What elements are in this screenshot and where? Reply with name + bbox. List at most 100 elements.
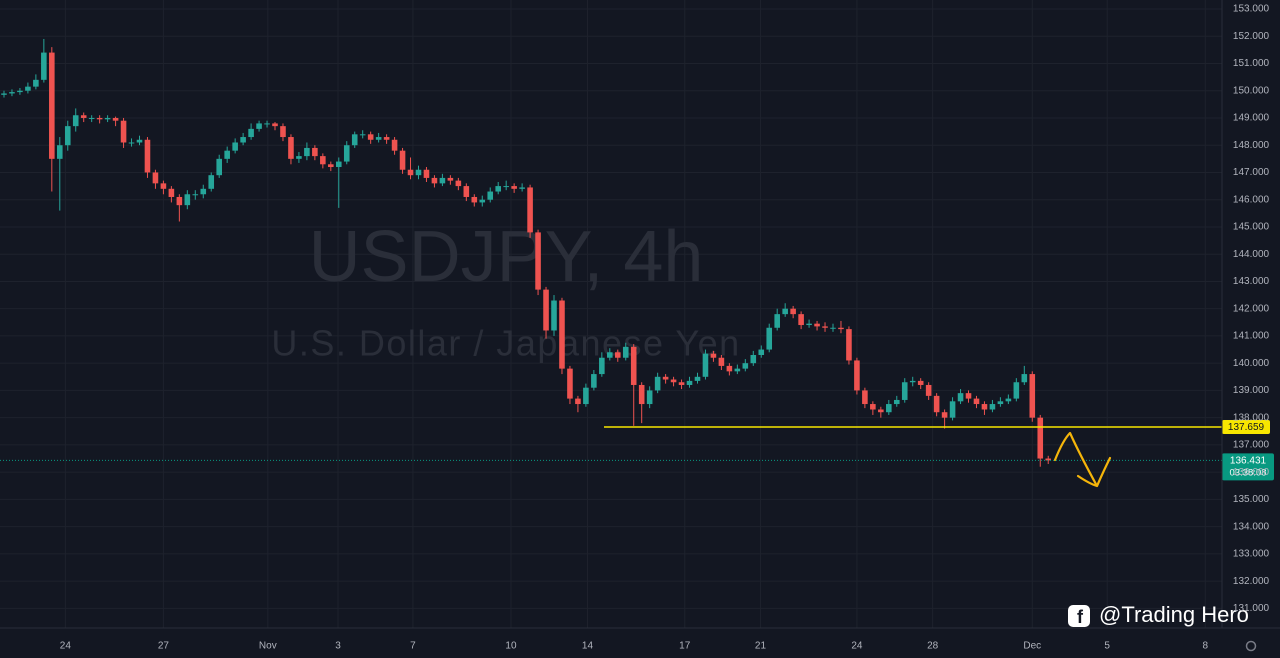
candle-body <box>941 412 948 418</box>
y-tick-label: 146.000 <box>1233 194 1270 205</box>
facebook-glyph: f <box>1077 607 1084 627</box>
candle-body <box>758 349 765 356</box>
candle-body <box>264 123 270 125</box>
candle-body <box>351 134 358 146</box>
candle-body <box>423 169 430 178</box>
y-tick-label: 140.000 <box>1233 358 1270 369</box>
candle-body <box>391 139 398 151</box>
y-tick-label: 135.000 <box>1233 494 1270 505</box>
y-tick-label: 131.000 <box>1233 603 1270 614</box>
candle-body <box>607 352 613 358</box>
candle-body <box>415 169 422 176</box>
candle-body <box>33 79 39 87</box>
candle-body <box>248 128 254 138</box>
candle-body <box>1013 382 1020 399</box>
last-price-box <box>1222 453 1274 481</box>
candle-body <box>455 180 462 187</box>
candle-body <box>56 145 63 159</box>
y-tick-label: 139.000 <box>1233 385 1270 396</box>
candle-body <box>567 368 573 399</box>
y-tick-label: 147.000 <box>1233 167 1270 178</box>
candle-body <box>359 134 366 136</box>
gear[interactable] <box>1245 640 1257 652</box>
candle-body <box>128 142 135 144</box>
candle-body <box>638 384 645 405</box>
candle-body <box>965 393 972 399</box>
y-tick-label: 137.000 <box>1233 440 1270 451</box>
candle-body <box>806 323 812 326</box>
candle-body <box>152 172 159 184</box>
candle-body <box>814 323 820 327</box>
candle-body <box>710 353 717 358</box>
candle-body <box>527 187 533 233</box>
candle-body <box>670 379 677 383</box>
candle-body <box>168 188 175 197</box>
candle-body <box>296 156 302 159</box>
y-tick-label: 132.000 <box>1233 576 1270 587</box>
candle-body <box>112 117 119 121</box>
candle-body <box>846 329 852 361</box>
candle-body <box>742 363 749 369</box>
candle-body <box>1 93 7 95</box>
candle-body <box>224 150 230 159</box>
candles <box>1 38 1052 467</box>
candle-body <box>734 368 741 372</box>
candle-body <box>654 376 661 391</box>
candle-body <box>551 300 557 331</box>
candle-body <box>862 390 868 405</box>
x-tick-label: Dec <box>1023 641 1041 652</box>
y-tick-label: 133.000 <box>1233 549 1270 560</box>
level-label: 137.659 <box>1228 422 1265 433</box>
candle-body <box>1029 374 1036 418</box>
candle-body <box>216 158 223 176</box>
brand-watermark: f @Trading Hero <box>1068 602 1249 627</box>
candle-body <box>64 126 71 146</box>
candle-body <box>495 186 501 192</box>
settings-icon[interactable] <box>1245 640 1257 652</box>
candle-body <box>973 398 980 405</box>
candle-body <box>399 150 406 170</box>
candle-body <box>878 409 884 413</box>
y-tick-label: 151.000 <box>1233 58 1270 69</box>
candle-body <box>184 194 191 206</box>
candle-body <box>519 187 525 189</box>
candle-body <box>694 376 701 381</box>
candle-body <box>280 126 286 138</box>
x-tick-label: Nov <box>259 641 277 652</box>
candle-body <box>80 115 87 118</box>
candle-body <box>88 117 95 119</box>
y-tick-label: 138.000 <box>1233 412 1270 423</box>
candle-body <box>192 194 199 196</box>
x-tick-label: 24 <box>851 641 863 652</box>
candle-body <box>335 161 342 168</box>
candle-body <box>272 123 278 127</box>
candle-body <box>304 147 310 157</box>
candle-body <box>957 393 964 402</box>
grid <box>0 0 1222 628</box>
candle-body <box>104 117 111 120</box>
candle-body <box>439 177 446 184</box>
candle-body <box>686 380 693 385</box>
candle-body <box>790 308 796 315</box>
candle-body <box>575 398 581 405</box>
y-tick-label: 148.000 <box>1233 140 1270 151</box>
y-tick-label: 152.000 <box>1233 31 1270 42</box>
candle-body <box>989 404 996 410</box>
candle-body <box>208 175 215 189</box>
y-tick-label: 136.000 <box>1233 467 1270 478</box>
countdown-label: 03:38:08 <box>1230 467 1267 478</box>
candle-body <box>886 404 892 413</box>
candle-body <box>854 360 860 391</box>
candle-body <box>750 355 757 364</box>
x-tick-label: 28 <box>927 641 939 652</box>
candle-body <box>774 314 780 328</box>
candle-body <box>431 177 438 184</box>
candle-body <box>838 327 844 330</box>
candle-body <box>288 137 294 159</box>
candle-body <box>583 387 589 405</box>
candle-body <box>144 139 151 173</box>
candle-body <box>917 380 924 385</box>
y-tick-label: 143.000 <box>1233 276 1270 287</box>
